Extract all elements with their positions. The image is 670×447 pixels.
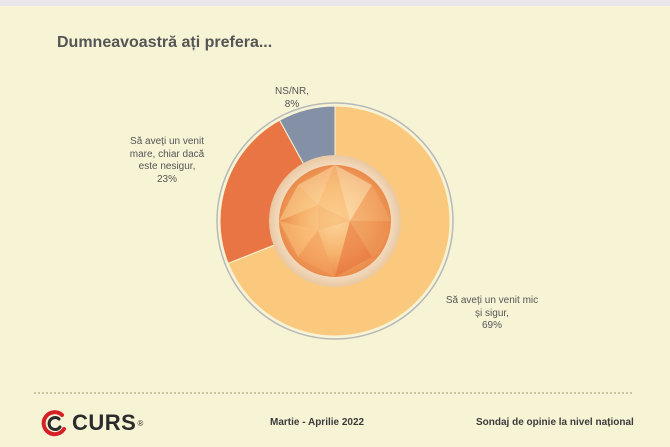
curs-logo: CURS ® (40, 408, 143, 438)
top-edge (0, 0, 670, 6)
label-venit-mic: Să aveți un venit mic și sigur, 69% (445, 295, 539, 331)
center-facets (279, 165, 391, 277)
outer-ring (216, 102, 454, 340)
footer-divider (34, 392, 632, 394)
label-nsnr: NS/NR, 8% (275, 86, 309, 110)
chart-title: Dumneavoastră ați prefera... (57, 34, 273, 51)
curs-logo-text: CURS (72, 410, 137, 435)
curs-logo-icon (40, 409, 68, 437)
label-venit-mare: Să aveți un venit mare, chiar dacă este … (129, 136, 205, 185)
registered-mark: ® (137, 418, 144, 428)
footer-date: Martie - Aprilie 2022 (270, 417, 365, 428)
footer-note: Sondaj de opinie la nivel național (476, 417, 634, 428)
